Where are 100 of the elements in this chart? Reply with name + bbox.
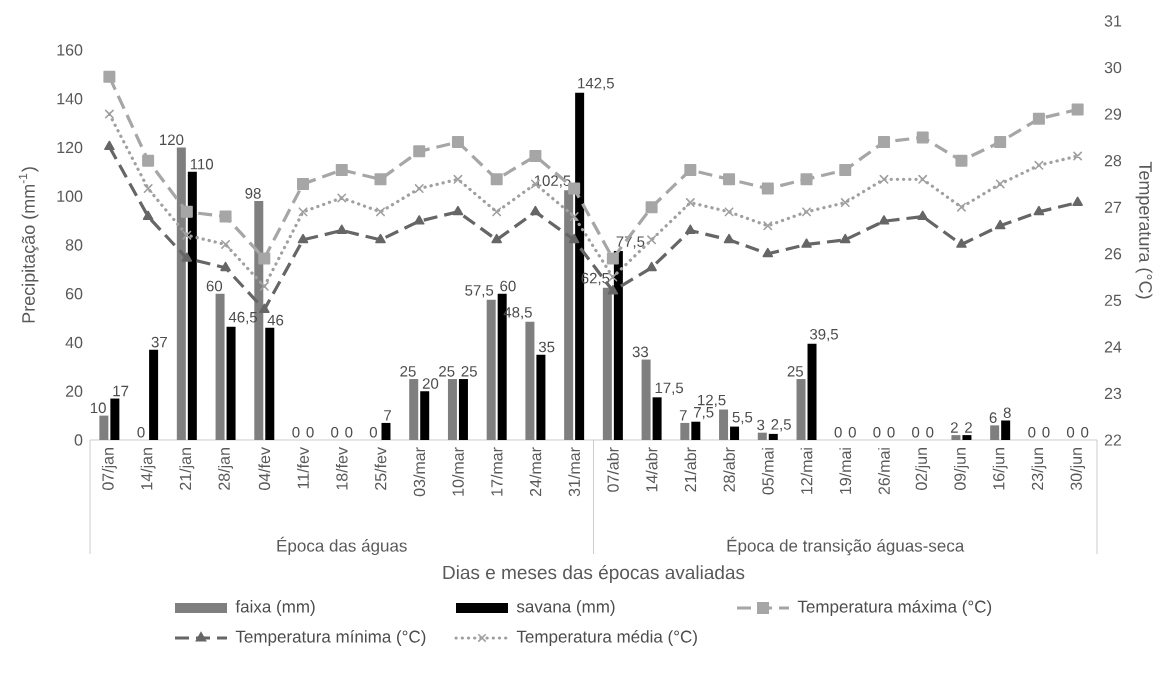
- data-label: 7: [679, 410, 687, 421]
- point: [723, 233, 735, 244]
- point: [839, 233, 851, 244]
- data-label: 0: [848, 426, 856, 438]
- data-label: 20: [422, 378, 439, 389]
- y2-axis-title: Temperatura (°C): [1135, 161, 1153, 299]
- point: [453, 174, 463, 184]
- data-label: 39,5: [809, 328, 838, 342]
- point: [607, 285, 619, 295]
- data-label: 5,5: [732, 411, 753, 425]
- legend-label: Temperatura média (°C): [516, 629, 697, 646]
- x-tick-label: 09/jun: [953, 448, 969, 491]
- data-label: 120: [160, 134, 184, 146]
- data-label: 7,5: [694, 407, 714, 420]
- x-tick-label: 30/jun: [1070, 448, 1086, 491]
- data-label: 33: [632, 346, 649, 358]
- point: [259, 281, 269, 291]
- point: [877, 136, 890, 149]
- point: [685, 224, 696, 234]
- point: [1072, 196, 1083, 206]
- point: [606, 252, 619, 265]
- point: [956, 238, 967, 248]
- y-tick-label: 20: [65, 385, 83, 397]
- data-label: 142,5: [578, 77, 614, 91]
- data-label: 0: [306, 426, 314, 438]
- point: [684, 163, 697, 176]
- bar: [613, 251, 623, 440]
- point: [220, 261, 231, 272]
- bar: [757, 432, 767, 440]
- bar: [564, 190, 574, 440]
- point: [104, 109, 114, 119]
- point: [723, 173, 736, 186]
- bar: [1001, 420, 1011, 440]
- point: [916, 131, 929, 144]
- point: [1034, 160, 1044, 170]
- point: [374, 173, 387, 186]
- y-tick-label: 40: [65, 336, 83, 349]
- point: [181, 252, 193, 262]
- bar: [641, 359, 651, 440]
- text: Época das águas: [277, 536, 407, 556]
- point: [490, 173, 503, 186]
- x-tick-label: 17/mar: [490, 447, 503, 496]
- data-label: 2,5: [771, 419, 791, 432]
- data-label: 0: [292, 426, 300, 438]
- bar: [730, 426, 740, 440]
- data-label: 0: [345, 426, 353, 438]
- bar: [265, 327, 275, 440]
- bar: [110, 398, 120, 440]
- data-label: 46: [267, 314, 284, 326]
- point: [645, 201, 658, 214]
- point: [297, 233, 309, 244]
- point: [955, 154, 968, 167]
- bar: [215, 293, 225, 440]
- x-tick-label: 21/abr: [684, 447, 697, 492]
- x-tick-label: 05/mai: [761, 448, 774, 495]
- x-tick-label: 07/abr: [606, 447, 619, 492]
- point: [918, 174, 928, 184]
- y-tick-label: 100: [57, 190, 83, 202]
- point: [182, 230, 192, 240]
- y-axis-title: Precipitação (mm$^{-1}$): [18, 167, 39, 323]
- point: [529, 150, 542, 163]
- data-label: 17,5: [655, 382, 684, 395]
- point: [492, 207, 502, 217]
- bar: [447, 379, 457, 440]
- data-label: 12,5: [698, 394, 726, 408]
- data-label: 110: [190, 158, 214, 170]
- x-tick-label: 07/jan: [101, 448, 117, 491]
- y2-tick-label: 24: [1104, 341, 1122, 353]
- data-label: 37: [151, 336, 167, 348]
- data-label: 0: [137, 426, 145, 438]
- data-label: 0: [369, 426, 377, 438]
- point: [103, 70, 116, 83]
- bar: [962, 435, 972, 440]
- y2-tick-label: 31: [1104, 15, 1122, 27]
- point: [142, 154, 155, 167]
- point: [646, 261, 657, 272]
- bar: [796, 379, 806, 440]
- data-label: 0: [873, 426, 881, 438]
- x-tick-label: 04/fev: [258, 447, 271, 491]
- point: [180, 205, 193, 218]
- point: [414, 184, 424, 194]
- y2-tick-label: 23: [1104, 387, 1122, 400]
- point: [337, 193, 347, 203]
- x-tick-label: 02/jun: [915, 448, 931, 491]
- point: [298, 207, 308, 217]
- bar: [691, 421, 701, 440]
- data-label: 17: [113, 385, 129, 397]
- point: [143, 184, 153, 194]
- data-label: 2: [950, 422, 958, 433]
- y2-tick-label: 27: [1104, 201, 1122, 213]
- point: [219, 210, 232, 223]
- point: [761, 182, 774, 195]
- point: [685, 198, 695, 208]
- bar: [768, 433, 778, 440]
- data-label: 2: [965, 422, 972, 433]
- legend-label: savana (mm): [516, 600, 615, 616]
- point: [994, 136, 1007, 149]
- y2-tick-label: 22: [1104, 434, 1122, 446]
- data-label: 60: [500, 280, 516, 292]
- data-label: 25: [461, 366, 477, 377]
